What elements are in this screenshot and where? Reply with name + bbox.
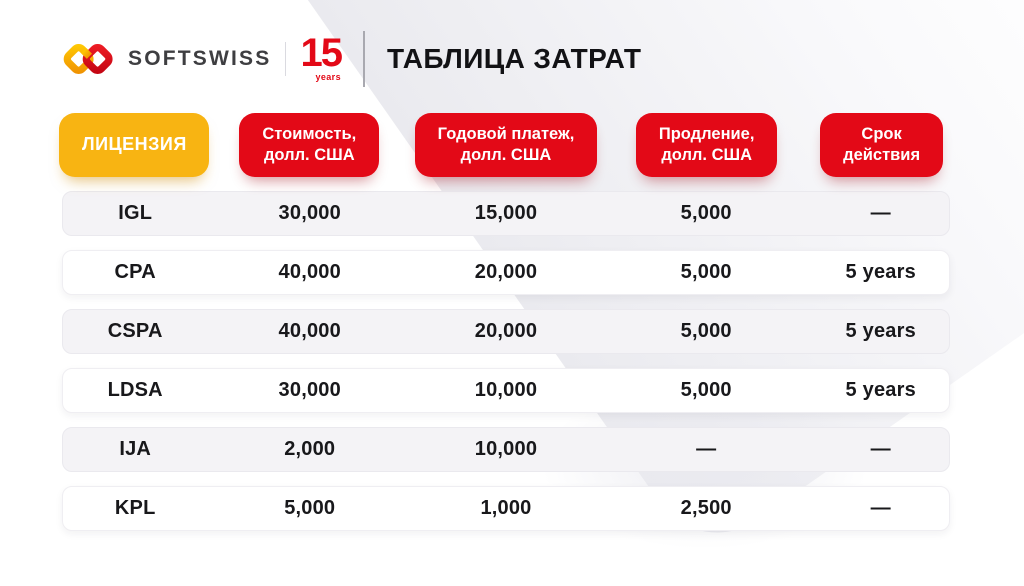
cost-table: ЛИЦЕНЗИЯ Стоимость, долл. США Годовой пл… xyxy=(59,113,950,545)
table-row-cpa: CPA 40,000 20,000 5,000 5 years xyxy=(62,250,950,295)
column-badge-renewal: Продление, долл. США xyxy=(635,113,778,177)
annual-payment-cell: 15,000 xyxy=(474,202,538,224)
cost-cell: 40,000 xyxy=(278,261,341,283)
badge-label: долл. США xyxy=(263,146,355,164)
column-badge-cost: Стоимость, долл. США xyxy=(239,113,380,177)
renewal-cell: 5,000 xyxy=(680,379,732,401)
badge-label: долл. США xyxy=(661,146,752,164)
cost-cell: 30,000 xyxy=(278,202,341,224)
brand-divider xyxy=(285,42,287,76)
badge-label: долл. США xyxy=(460,146,552,164)
table-row-ija: IJA 2,000 10,000 — — xyxy=(62,427,950,472)
softswiss-logo-icon xyxy=(63,44,113,74)
annual-payment-cell: 20,000 xyxy=(474,320,538,342)
badge-label: Срок xyxy=(861,124,902,143)
annual-payment-cell: 20,000 xyxy=(474,261,538,283)
badge-label: Годовой платеж, xyxy=(437,124,575,143)
header-cell-cost: Стоимость, долл. США xyxy=(207,113,412,177)
term-cell: — xyxy=(870,497,891,519)
term-cell: 5 years xyxy=(845,261,916,283)
license-cell: CSPA xyxy=(107,320,163,342)
term-cell: — xyxy=(870,438,891,460)
column-badge-term: Срок действия xyxy=(820,113,944,177)
cost-cell: 30,000 xyxy=(278,379,341,401)
annual-payment-cell: 10,000 xyxy=(474,438,538,460)
renewal-cell: 5,000 xyxy=(680,202,732,224)
annual-payment-cell: 1,000 xyxy=(480,497,532,519)
renewal-cell: 5,000 xyxy=(680,320,732,342)
license-cell: CPA xyxy=(114,261,156,283)
table-row-ldsa: LDSA 30,000 10,000 5,000 5 years xyxy=(62,368,950,413)
anniversary-number: 15 xyxy=(300,31,342,76)
term-cell: — xyxy=(870,202,891,224)
table-header-row: ЛИЦЕНЗИЯ Стоимость, долл. США Годовой пл… xyxy=(59,113,950,177)
table-row-igl: IGL 30,000 15,000 5,000 — xyxy=(62,191,950,236)
anniversary-label: years xyxy=(315,71,341,82)
header-cell-term: Срок действия xyxy=(813,113,950,177)
title-divider xyxy=(362,31,365,87)
renewal-cell: 2,500 xyxy=(680,497,732,519)
header-bar: SOFTSWISS 15 years ТАБЛИЦА ЗАТРАТ xyxy=(62,28,641,90)
softswiss-wordmark: SOFTSWISS xyxy=(128,47,272,70)
table-row-kpl: KPL 5,000 1,000 2,500 — xyxy=(62,486,950,531)
badge-label: Продление, xyxy=(658,124,755,143)
renewal-cell: — xyxy=(696,438,717,460)
cost-cell: 5,000 xyxy=(284,497,336,519)
annual-payment-cell: 10,000 xyxy=(474,379,538,401)
term-cell: 5 years xyxy=(845,320,916,342)
column-badge-license: ЛИЦЕНЗИЯ xyxy=(59,113,210,177)
badge-label: Стоимость, xyxy=(262,124,357,143)
license-cell: IJA xyxy=(119,438,152,460)
license-cell: IGL xyxy=(118,202,153,224)
header-cell-renewal: Продление, долл. США xyxy=(600,113,813,177)
anniversary-badge: 15 years xyxy=(300,31,342,82)
license-cell: KPL xyxy=(114,497,156,519)
header-cell-license: ЛИЦЕНЗИЯ xyxy=(59,113,210,177)
term-cell: 5 years xyxy=(845,379,916,401)
badge-label: действия xyxy=(843,146,921,164)
page-title: ТАБЛИЦА ЗАТРАТ xyxy=(386,43,642,74)
cost-cell: 40,000 xyxy=(278,320,341,342)
license-cell: LDSA xyxy=(107,379,163,401)
column-badge-annual-payment: Годовой платеж, долл. США xyxy=(414,113,598,177)
softswiss-brand: SOFTSWISS 15 years xyxy=(62,31,343,82)
cost-cell: 2,000 xyxy=(284,438,336,460)
renewal-cell: 5,000 xyxy=(680,261,732,283)
table-row-cspa: CSPA 40,000 20,000 5,000 5 years xyxy=(62,309,950,354)
header-cell-annual-payment: Годовой платеж, долл. США xyxy=(412,113,600,177)
badge-label: ЛИЦЕНЗИЯ xyxy=(81,134,187,155)
